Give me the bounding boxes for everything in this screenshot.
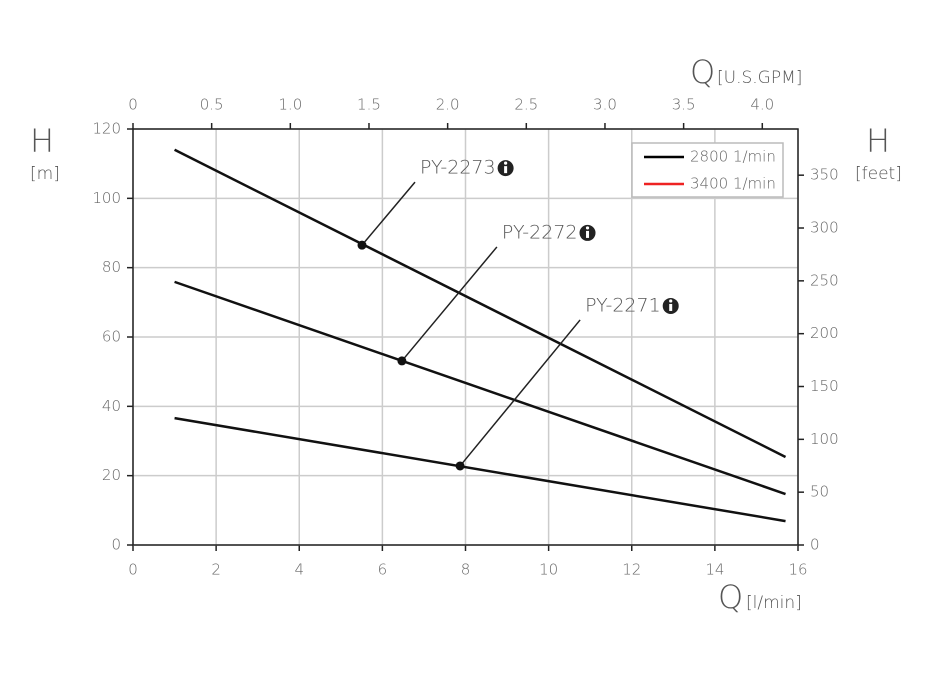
info-icon-bar — [504, 166, 508, 174]
y2-axis-symbol: H — [866, 122, 890, 160]
x2-tick-label: 1.0 — [278, 96, 302, 114]
x2-axis-unit: [U.S.GPM] — [717, 68, 802, 88]
curve-label: PY-2273 — [420, 157, 496, 179]
y-tick-label: 60 — [102, 328, 121, 346]
y2-tick-label: 200 — [810, 324, 839, 342]
curve-label: PY-2272 — [502, 221, 578, 243]
x2-tick-label: 3.5 — [672, 96, 696, 114]
y-axis-unit: [m] — [30, 164, 60, 184]
y-tick-label: 20 — [102, 466, 121, 484]
y2-axis-unit: [feet] — [855, 164, 902, 184]
x2-tick-label: 3.0 — [593, 96, 617, 114]
info-icon-dot — [504, 161, 508, 165]
x2-tick-label: 1.5 — [357, 96, 381, 114]
y-tick-label: 100 — [92, 189, 121, 207]
x2-tick-label: 2.0 — [436, 96, 460, 114]
x-tick-label: 2 — [211, 561, 221, 579]
curve — [174, 416, 786, 523]
info-icon-bar — [669, 303, 673, 311]
y2-tick-label: 350 — [810, 166, 839, 184]
y2-tick-label: 150 — [810, 377, 839, 395]
x-tick-label: 10 — [539, 561, 558, 579]
info-icon-dot — [669, 299, 673, 303]
leader-line — [401, 246, 498, 362]
info-icon-bar — [586, 230, 590, 238]
y2-tick-label: 250 — [810, 271, 839, 289]
x-tick-label: 4 — [294, 561, 304, 579]
x-tick-label: 14 — [705, 561, 724, 579]
x-tick-label: 6 — [378, 561, 388, 579]
x-tick-label: 16 — [788, 561, 807, 579]
x2-tick-label: 4.0 — [750, 96, 774, 114]
x-tick-label: 12 — [622, 561, 641, 579]
leader-line — [361, 181, 416, 246]
operating-point — [357, 240, 367, 250]
legend-label: 3400 1/min — [690, 175, 776, 193]
operating-point — [397, 356, 407, 366]
x2-axis-symbol: Q — [690, 53, 715, 91]
legend-label: 2800 1/min — [690, 148, 776, 166]
x2-tick-label: 0 — [128, 96, 138, 114]
y2-tick-label: 300 — [810, 219, 839, 237]
y2-tick-label: 100 — [810, 430, 839, 448]
y2-tick-label: 50 — [810, 483, 829, 501]
curve-label: PY-2271 — [585, 294, 661, 316]
y-tick-label: 40 — [102, 397, 121, 415]
x-tick-label: 8 — [461, 561, 471, 579]
plot-frame — [132, 128, 799, 546]
curve — [174, 148, 787, 459]
operating-point — [455, 461, 465, 471]
y-tick-label: 0 — [111, 536, 121, 554]
x2-tick-label: 0.5 — [200, 96, 224, 114]
x-tick-label: 0 — [128, 561, 138, 579]
x-axis-unit: [l/min] — [746, 593, 802, 613]
y-tick-label: 80 — [102, 258, 121, 276]
leader-line — [459, 319, 581, 467]
y-tick-label: 120 — [92, 120, 121, 138]
y-axis-symbol: H — [30, 122, 54, 160]
legend-box — [631, 142, 784, 198]
y2-tick-label: 0 — [810, 536, 820, 554]
curve — [174, 280, 786, 496]
x2-tick-label: 2.5 — [514, 96, 538, 114]
info-icon-dot — [585, 226, 590, 230]
x-axis-symbol: Q — [718, 578, 743, 616]
